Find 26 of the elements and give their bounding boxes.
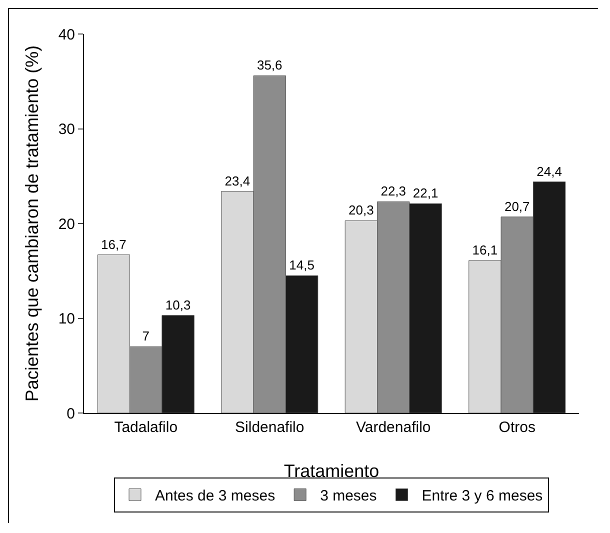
y-tick-label: 10: [58, 310, 75, 328]
data-label: 35,6: [256, 58, 282, 73]
data-label: 20,3: [348, 202, 374, 218]
data-label: 14,5: [289, 258, 314, 273]
y-tick-label: 40: [58, 26, 75, 44]
legend-label: Entre 3 y 6 meses: [422, 488, 543, 505]
y-axis-title: Pacientes que cambiaron de tratamiento (%): [22, 45, 42, 402]
x-tick-label: Tadalafilo: [114, 419, 178, 436]
x-axis-title: Tratamiento: [284, 461, 380, 481]
data-label: 22,3: [380, 184, 406, 199]
data-label: 10,3: [165, 297, 191, 312]
data-label: 16,1: [472, 242, 498, 258]
y-tick-label: 30: [58, 121, 75, 138]
y-tick-label: 20: [58, 216, 75, 233]
data-label: 23,4: [224, 173, 250, 188]
legend-label: 3 meses: [320, 488, 377, 505]
x-tick-label: Sildenafilo: [235, 419, 304, 436]
data-label: 20,7: [504, 198, 530, 214]
y-tick-label: 0: [66, 405, 75, 422]
x-tick-label: Vardenafilo: [356, 419, 431, 436]
data-label: 7: [142, 328, 150, 344]
legend-label: Antes de 3 meses: [155, 488, 276, 505]
x-tick-label: Otros: [498, 419, 536, 436]
data-label: 24,4: [536, 164, 562, 179]
data-label: 16,7: [101, 236, 126, 252]
data-label: 22,1: [412, 186, 438, 201]
